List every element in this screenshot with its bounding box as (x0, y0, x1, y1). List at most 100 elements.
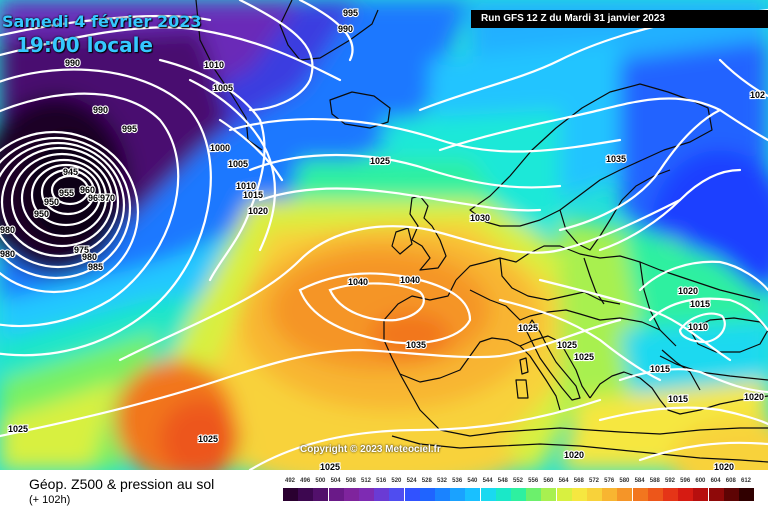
scale-swatch (313, 488, 329, 501)
scale-swatch (511, 488, 526, 501)
isobar-label: 1020 (678, 286, 698, 296)
scale-label: 508 (345, 478, 356, 484)
coastline-lines (195, 0, 768, 463)
isobar-label: 1020 (564, 450, 584, 460)
scale-swatch (435, 488, 450, 501)
map-title: Géop. Z500 & pression au sol (29, 476, 215, 492)
scale-swatch (647, 488, 663, 501)
scale-swatch (723, 488, 739, 501)
scale-swatch (632, 488, 648, 501)
scale-label: 524 (406, 478, 417, 484)
scale-swatch (495, 488, 511, 501)
scale-label: 540 (467, 478, 478, 484)
scale-swatch (404, 488, 420, 501)
scale-swatch (389, 488, 405, 501)
weather-map: 995 990 990 1010 1005 990 995 1000 1005 … (0, 0, 768, 470)
isobar-label: 1010 (204, 60, 224, 70)
scale-swatch (663, 488, 678, 501)
scale-label: 608 (725, 478, 736, 484)
forecast-time: 19:00 locale (16, 33, 153, 57)
scale-label: 560 (543, 478, 554, 484)
run-info: Run GFS 12 Z du Mardi 31 janvier 2023 (471, 10, 768, 28)
isobar-label: 1000 (210, 143, 230, 153)
isobar-labels: 995 990 990 1010 1005 990 995 1000 1005 … (0, 7, 766, 470)
isobar-label: 995 (122, 124, 137, 134)
isobar-label: 950 (34, 209, 49, 219)
isobar-label: 1020 (714, 462, 734, 470)
scale-swatch (359, 488, 374, 501)
isobar-label: 1040 (400, 275, 420, 285)
scale-swatch (678, 488, 694, 501)
isobar-label: 980 (0, 249, 15, 259)
scale-label: 552 (512, 478, 523, 484)
isobar-label: 1025 (574, 352, 594, 362)
scale-label: 592 (664, 478, 675, 484)
scale-label: 572 (588, 478, 599, 484)
isobar-label: 1030 (470, 213, 490, 223)
isobar-label: 1015 (690, 299, 710, 309)
scale-label: 504 (330, 478, 341, 484)
isobar-label: 975 (74, 245, 89, 255)
isobar-label: 995 (343, 8, 358, 18)
scale-swatch (617, 488, 633, 501)
scale-label: 596 (680, 478, 691, 484)
isobar-label: 1020 (248, 206, 268, 216)
isobar-label: 1010 (688, 322, 708, 332)
isobar-label: 1025 (8, 424, 28, 434)
color-scale: 492 496 500 504 508 512 516 520 524 528 532 536 540 5… (283, 478, 754, 508)
scale-label: 576 (604, 478, 615, 484)
isobar-label: 990 (93, 105, 108, 115)
scale-label: 604 (710, 478, 721, 484)
isobar-label: 102 (750, 90, 765, 100)
isobar-label: 1010 (236, 181, 256, 191)
isobar-label: 1005 (213, 83, 233, 93)
forecast-date: Samedi 4 février 2023 (2, 12, 202, 31)
scale-swatch (571, 488, 587, 501)
scale-label: 512 (360, 478, 371, 484)
scale-label: 600 (695, 478, 706, 484)
scale-label: 612 (740, 478, 751, 484)
isobar-label: 1025 (370, 156, 390, 166)
isobar-label: 990 (338, 24, 353, 34)
isobar-label: 1005 (228, 159, 248, 169)
scale-swatch (480, 488, 496, 501)
scale-swatch (374, 488, 390, 501)
scale-label: 520 (391, 478, 402, 484)
scale-label: 588 (649, 478, 660, 484)
scale-label: 496 (300, 478, 311, 484)
scale-swatch (556, 488, 572, 501)
isobar-label: 1025 (320, 462, 340, 470)
scale-swatch (708, 488, 724, 501)
isobar-label: 960 (80, 185, 95, 195)
isobar-label: 1015 (650, 364, 670, 374)
isobar-label: 1025 (518, 323, 538, 333)
isobar-label: 965 (88, 193, 103, 203)
scale-label: 564 (558, 478, 569, 484)
scale-label: 568 (573, 478, 584, 484)
scale-swatch (343, 488, 359, 501)
scale-swatch (693, 488, 709, 501)
scale-label: 536 (452, 478, 463, 484)
scale-label: 516 (376, 478, 387, 484)
isobar-label: 955 (59, 188, 74, 198)
isobar-label: 1025 (198, 434, 218, 444)
isobar-label: 980 (82, 252, 97, 262)
footer: Géop. Z500 & pression au sol (+ 102h) 49… (0, 470, 768, 512)
scale-swatch (541, 488, 557, 501)
scale-label: 548 (497, 478, 508, 484)
isobar-label: 1015 (243, 190, 263, 200)
scale-swatch (328, 488, 344, 501)
isobar-lines (0, 0, 768, 470)
scale-label: 544 (482, 478, 493, 484)
scale-label: 500 (315, 478, 326, 484)
forecast-offset: (+ 102h) (29, 494, 71, 506)
isobar-label: 1015 (668, 394, 688, 404)
isobar-label: 980 (0, 225, 15, 235)
isobar-label: 1040 (348, 277, 368, 287)
geopotential-map: 995 990 990 1010 1005 990 995 1000 1005 … (0, 0, 768, 470)
scale-swatch (283, 488, 298, 501)
isobar-label: 1035 (606, 154, 626, 164)
isobar-label: 970 (100, 193, 115, 203)
scale-swatch (465, 488, 481, 501)
scale-label: 532 (436, 478, 447, 484)
